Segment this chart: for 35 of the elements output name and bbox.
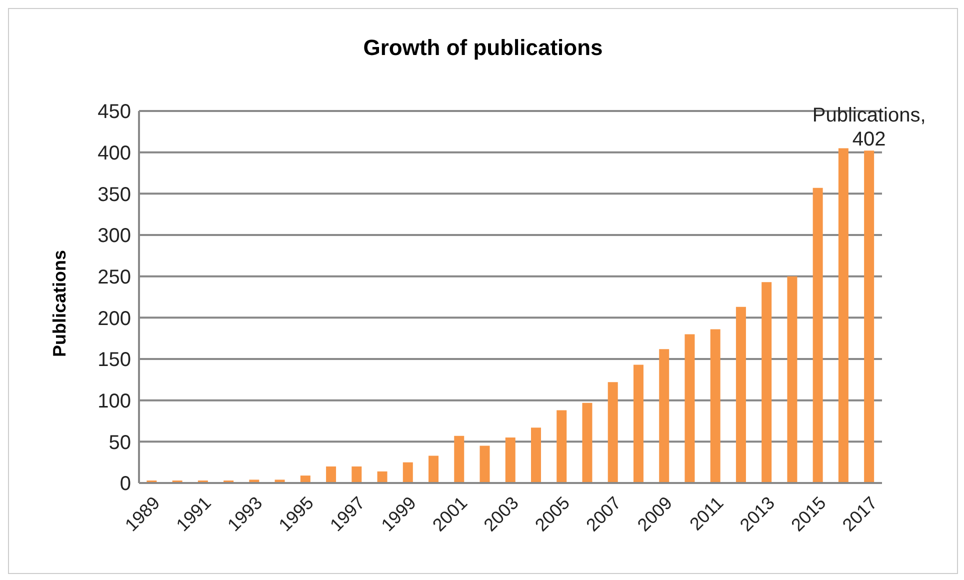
bar <box>428 456 439 483</box>
bar <box>838 148 848 483</box>
bar <box>659 349 670 483</box>
y-tick-label: 0 <box>120 473 131 496</box>
y-tick-label: 450 <box>98 101 131 124</box>
y-tick-label: 350 <box>98 184 131 206</box>
bar <box>684 334 695 483</box>
bar <box>608 382 618 483</box>
bar <box>812 188 823 483</box>
bar <box>736 306 746 483</box>
bar <box>582 402 592 483</box>
bar <box>556 410 567 483</box>
bar <box>787 276 798 483</box>
bar <box>402 462 413 483</box>
bar <box>454 436 464 483</box>
bar <box>480 446 490 483</box>
bar <box>864 150 874 483</box>
y-tick-label: 300 <box>98 225 131 248</box>
y-axis-title: Publications <box>49 250 70 357</box>
y-tick-label: 100 <box>98 390 131 412</box>
bar <box>710 329 720 483</box>
bar <box>633 364 644 483</box>
chart-title: Growth of publications <box>362 35 604 61</box>
bar <box>326 466 336 483</box>
y-tick-label: 400 <box>98 142 131 164</box>
y-tick-label: 250 <box>98 266 131 288</box>
bar <box>530 428 541 483</box>
bar <box>505 438 516 483</box>
bar <box>352 466 362 483</box>
bar <box>762 282 772 483</box>
bar <box>377 471 388 483</box>
y-tick-label: 50 <box>108 432 131 454</box>
y-tick-label: 150 <box>98 349 131 372</box>
y-tick-label: 200 <box>98 308 131 330</box>
data-label: Publications, 402 <box>812 104 926 151</box>
